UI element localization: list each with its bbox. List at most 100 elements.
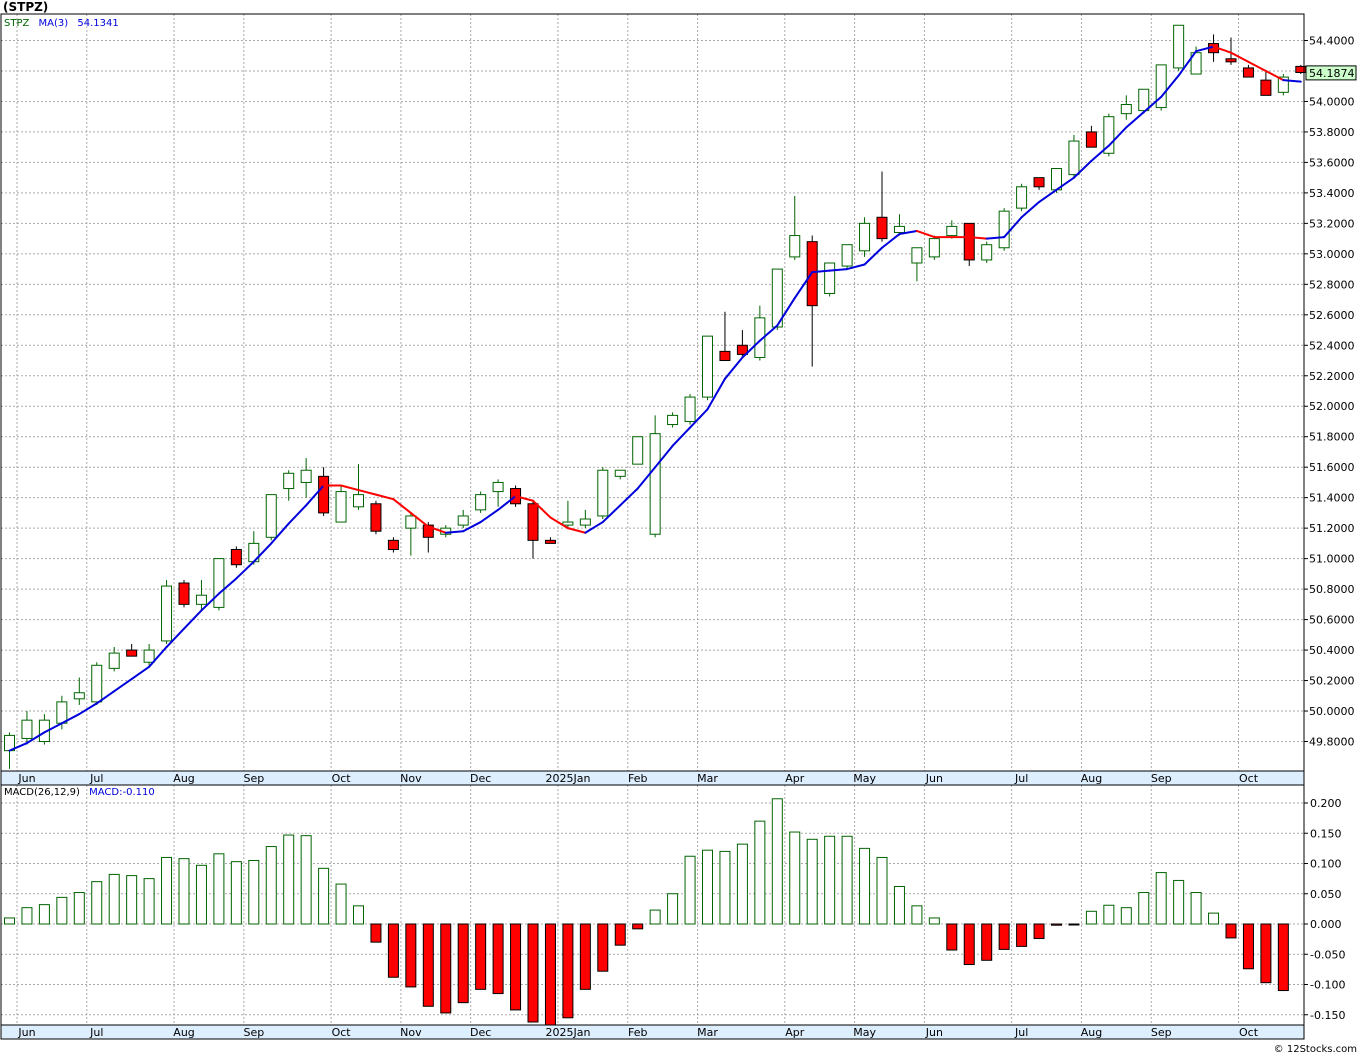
price-tick-label: 51.4000	[1309, 492, 1355, 505]
ma-segment	[8, 742, 28, 752]
legend-symbol: STPZ	[4, 18, 29, 29]
ma-segment	[60, 713, 81, 725]
candle	[736, 330, 748, 358]
macd-bar	[736, 843, 748, 925]
candle	[911, 247, 923, 282]
month-label: Dec	[470, 1026, 491, 1039]
macd-bar	[789, 831, 801, 925]
macd-bar	[841, 835, 853, 925]
ma-segment	[183, 609, 203, 630]
price-tick-label: 53.0000	[1309, 248, 1355, 261]
month-label: Nov	[400, 1026, 422, 1039]
month-label: Jul	[89, 772, 103, 785]
ma-segment	[479, 508, 500, 524]
ma-segment	[95, 690, 116, 705]
macd-bar	[335, 883, 347, 925]
candle	[876, 171, 888, 242]
candle	[457, 509, 469, 529]
macd-tick-label: -0.150	[1310, 1009, 1345, 1022]
month-label: Oct	[332, 772, 352, 785]
month-label: Oct	[1239, 1026, 1259, 1039]
candle	[684, 394, 696, 425]
price-tick-label: 50.6000	[1309, 614, 1355, 627]
macd-bar	[318, 867, 330, 925]
macd-bar	[998, 923, 1010, 950]
ma-segment	[1055, 176, 1075, 191]
ma-segment	[741, 339, 761, 359]
ma-segment	[1195, 45, 1215, 53]
ma-segment	[619, 487, 639, 507]
macd-bar	[527, 923, 539, 1023]
ma-segment	[514, 495, 534, 502]
ma-segment	[1177, 50, 1198, 77]
macd-bar	[824, 835, 836, 925]
month-label: Feb	[628, 772, 647, 785]
macd-bar	[1085, 910, 1097, 925]
macd-bar	[475, 923, 487, 990]
ma-segment	[43, 722, 63, 734]
candle	[928, 235, 940, 260]
ma-segment	[78, 702, 98, 716]
ma-segment	[881, 233, 901, 249]
macd-bar	[754, 820, 766, 925]
price-tick-label: 50.2000	[1309, 675, 1355, 688]
ma-segment	[165, 627, 185, 649]
candle	[789, 195, 801, 260]
macd-bar	[457, 923, 469, 1004]
ma-segment	[1282, 79, 1302, 83]
ma-segment	[723, 356, 744, 380]
candle	[981, 241, 993, 263]
ma-segment	[898, 229, 918, 236]
candle	[178, 579, 190, 608]
ma-segment	[601, 504, 622, 524]
candle	[1155, 64, 1167, 111]
candle	[1016, 183, 1028, 212]
macd-bar	[859, 847, 871, 925]
macd-bar	[370, 923, 382, 943]
ma-segment	[758, 324, 779, 342]
month-axis-price: Jun Jul Aug Sep Oct Nov Dec 2025Jan Feb Mar Apr May…	[0, 770, 1305, 786]
price-tick-label: 52.0000	[1309, 400, 1355, 413]
ma-segment	[671, 426, 692, 447]
ma-segment	[1020, 201, 1041, 219]
ma-segment	[776, 297, 796, 327]
macd-bar	[73, 892, 85, 925]
candle	[1068, 134, 1080, 178]
macd-legend-value: MACD:-0.110	[89, 787, 155, 798]
ma-segment	[462, 521, 482, 533]
macd-panel: 0.200 0.150 0.100 0.050 0.000 -0.050 -0.100 -0.…	[0, 784, 1345, 1028]
macd-bar	[492, 923, 504, 995]
macd-tick-label: 0.150	[1310, 827, 1342, 840]
ma-segment	[305, 484, 325, 507]
price-tick-label: 54.0000	[1309, 95, 1355, 108]
macd-bar	[1051, 923, 1062, 926]
month-label: Apr	[785, 1026, 805, 1039]
month-label: Nov	[400, 772, 422, 785]
candle	[1120, 95, 1132, 120]
macd-bar	[4, 917, 15, 925]
ma-segment	[549, 516, 569, 530]
month-label: Sep	[1151, 772, 1172, 785]
candle	[998, 208, 1010, 251]
month-label: May	[853, 772, 876, 785]
ma-segment	[1230, 51, 1250, 63]
ma-segment	[566, 527, 587, 534]
candle	[1260, 70, 1272, 96]
price-tick-label: 51.6000	[1309, 461, 1355, 474]
macd-bar	[1260, 923, 1272, 984]
candle	[387, 537, 399, 553]
price-tick-label: 49.8000	[1309, 736, 1355, 749]
month-axis-macd: Jun Jul Aug Sep Oct Nov Dec 2025Jan Feb Mar Apr May…	[0, 1024, 1305, 1040]
ma-segment	[217, 577, 238, 595]
ma-segment	[1038, 188, 1058, 204]
macd-bar	[963, 923, 975, 966]
ma-segment	[1072, 159, 1093, 179]
month-label: Aug	[173, 1026, 194, 1039]
candle	[702, 335, 713, 401]
macd-bar	[230, 861, 242, 925]
macd-bar	[510, 923, 522, 1011]
month-label: Jun	[925, 1026, 943, 1039]
candle	[21, 711, 33, 745]
ma-segment	[497, 495, 517, 511]
price-tick-label: 51.0000	[1309, 553, 1355, 566]
